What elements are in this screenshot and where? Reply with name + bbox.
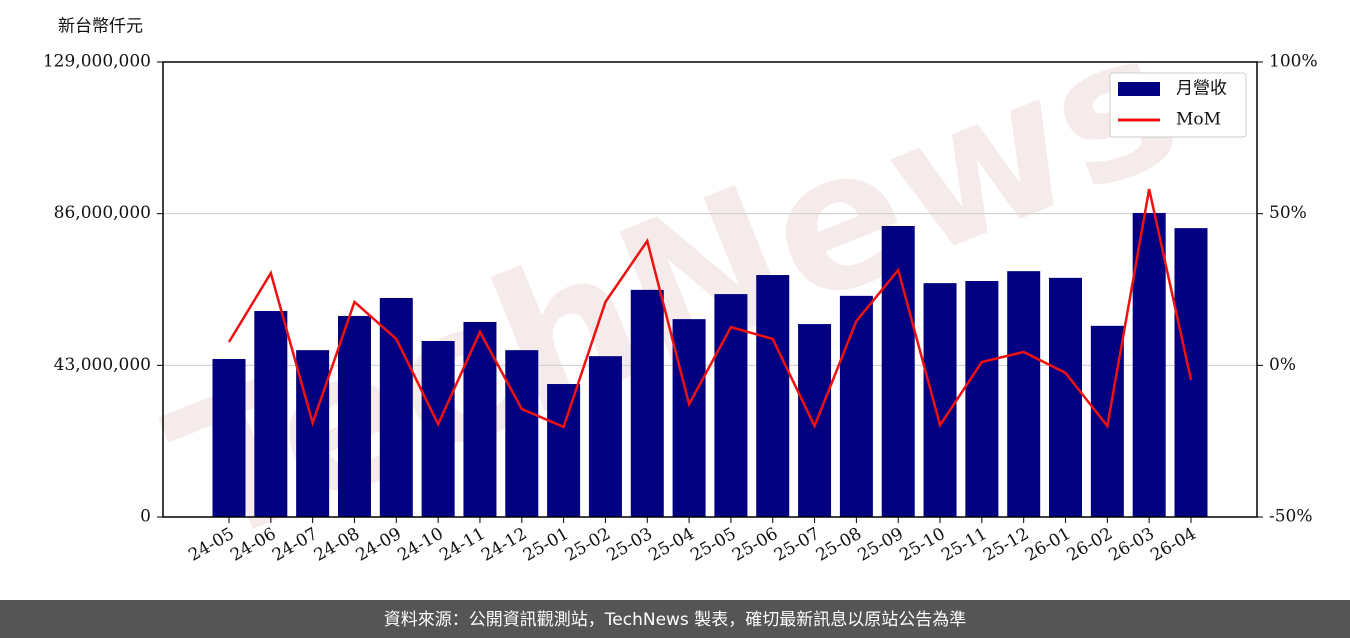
bar xyxy=(839,295,873,517)
source-note: 資料來源：公開資訊觀測站，TechNews 製表，確切最新訊息以原站公告為準 xyxy=(384,610,966,630)
bar xyxy=(1132,212,1166,517)
y-tick-label: 0 xyxy=(140,507,151,527)
legend-label: 月營收 xyxy=(1176,79,1227,99)
y-axis-label: 新台幣仟元 xyxy=(58,17,143,37)
x-tick-label: 26-02 xyxy=(1064,524,1116,566)
x-tick-label: 25-12 xyxy=(980,524,1032,566)
y-tick-label: 129,000,000 xyxy=(43,52,151,72)
y2-tick-label: 50% xyxy=(1269,203,1307,223)
bar xyxy=(1007,271,1041,517)
x-tick-label: 26-03 xyxy=(1105,524,1157,566)
x-tick-label: 24-10 xyxy=(394,524,446,566)
x-tick-label: 25-06 xyxy=(729,524,781,566)
footer-bar xyxy=(0,600,1350,638)
x-tick-label: 25-07 xyxy=(771,524,823,566)
bar xyxy=(296,350,330,517)
x-tick-label: 25-03 xyxy=(604,524,656,566)
x-tick-label: 25-08 xyxy=(813,524,865,566)
bar xyxy=(756,275,790,517)
legend-swatch xyxy=(1118,82,1160,96)
bar xyxy=(588,356,622,517)
bar xyxy=(965,281,999,517)
bar xyxy=(1049,277,1083,517)
x-tick-label: 25-09 xyxy=(855,524,907,566)
x-tick-label: 25-05 xyxy=(687,524,739,566)
y2-tick-label: -50% xyxy=(1269,507,1313,527)
x-tick-label: 25-11 xyxy=(938,524,990,566)
bar xyxy=(923,283,957,517)
bar xyxy=(547,384,581,517)
y2-tick-label: 100% xyxy=(1269,52,1318,72)
x-tick-label: 26-01 xyxy=(1022,524,1074,566)
x-tick-label: 26-04 xyxy=(1147,524,1199,566)
x-tick-label: 25-10 xyxy=(896,524,948,566)
x-tick-label: 24-11 xyxy=(436,524,488,566)
legend-label: MoM xyxy=(1176,110,1221,130)
bar xyxy=(254,311,288,517)
bar xyxy=(798,324,832,517)
bar xyxy=(212,358,246,517)
bar xyxy=(337,315,371,517)
bar xyxy=(630,289,664,517)
x-tick-label: 24-12 xyxy=(478,524,530,566)
plot-frame xyxy=(162,61,1258,518)
x-tick-label: 25-01 xyxy=(520,524,572,566)
y2-tick-label: 0% xyxy=(1269,355,1296,375)
bar xyxy=(505,350,539,517)
bar xyxy=(672,319,706,517)
bar xyxy=(379,297,413,517)
line xyxy=(227,188,1193,430)
y-tick-label: 43,000,000 xyxy=(54,355,151,375)
x-tick-label: 25-02 xyxy=(562,524,614,566)
x-tick-label: 25-04 xyxy=(645,524,697,566)
y-tick-label: 86,000,000 xyxy=(54,203,151,223)
bar xyxy=(1174,228,1208,517)
bar xyxy=(421,340,455,517)
